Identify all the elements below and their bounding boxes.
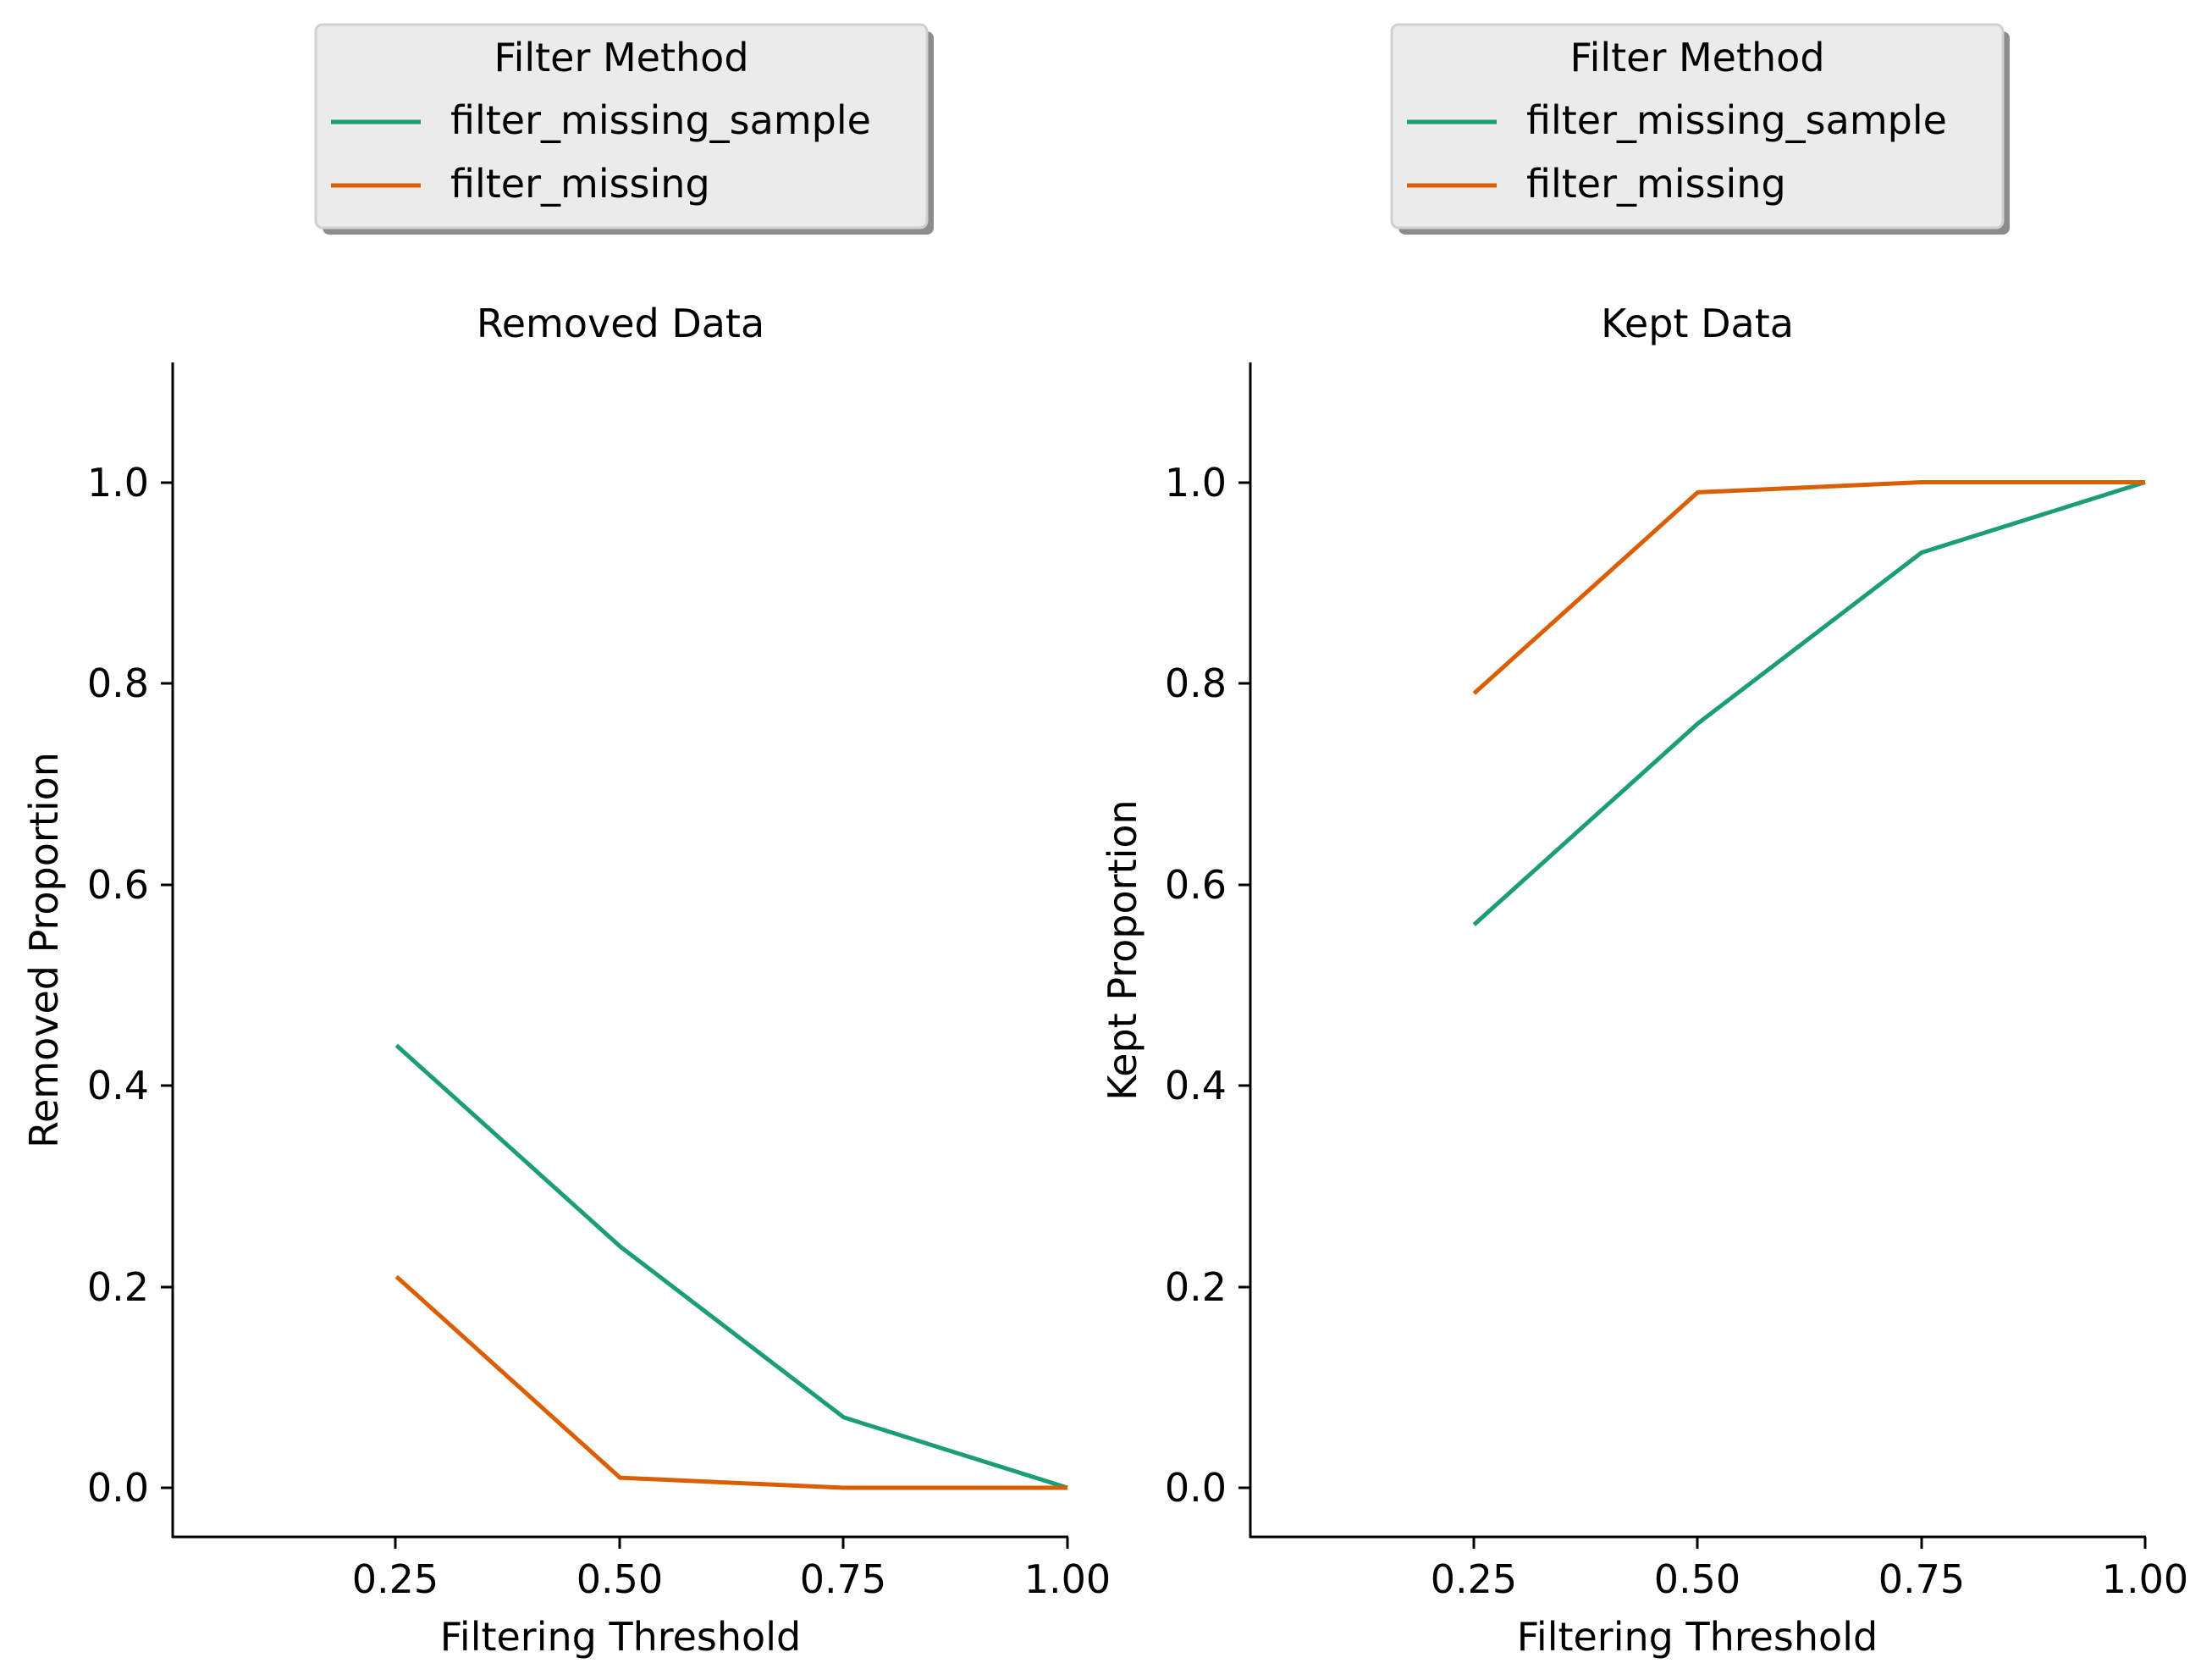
legend-label-filter-missing: filter_missing [450,161,710,207]
y-tick-1.0: 1.0 [1165,460,1250,506]
x-tick-label: 0.25 [1431,1556,1517,1602]
y-tick-label: 0.6 [87,862,149,908]
series-line-filter-missing [394,1274,1067,1490]
chart-title: Removed Data [477,301,764,346]
y-tick-0.6: 0.6 [1165,862,1250,908]
y-tick-0.2: 0.2 [87,1264,173,1310]
panel-removed-data: Filter Method filter_missing_sample filt… [21,23,1111,1660]
panel-kept-data: Filter Method filter_missing_sample filt… [1100,23,2188,1660]
x-tick-label: 1.00 [2102,1556,2188,1602]
y-tick-0.6: 0.6 [87,862,173,908]
series-line-filter-missing-sample [394,1043,1068,1490]
series-line-filter-missing [1472,480,2145,695]
x-tick-1.00: 1.00 [2102,1537,2188,1602]
x-tick-0.50: 0.50 [576,1537,663,1602]
y-tick-0.0: 0.0 [1165,1465,1250,1511]
legend: Filter Method filter_missing_sample filt… [314,23,934,235]
series-line-filter-missing-sample [1472,480,2146,926]
legend-title: Filter Method [1569,35,1824,80]
y-tick-label: 1.0 [1165,460,1227,506]
legend-box [314,23,929,229]
y-tick-0.8: 0.8 [1165,660,1250,706]
x-tick-label: 0.50 [1654,1556,1740,1602]
x-axis-label: Filtering Threshold [440,1614,801,1660]
x-tick-label: 0.75 [800,1556,886,1602]
y-tick-0.8: 0.8 [87,660,173,706]
y-axis-label: Removed Proportion [21,752,67,1148]
y-tick-0.4: 0.4 [87,1063,173,1108]
x-tick-label: 0.50 [576,1556,663,1602]
y-tick-label: 0.8 [1165,660,1227,706]
y-tick-label: 0.4 [1165,1063,1227,1108]
y-tick-label: 0.0 [1165,1465,1227,1511]
y-tick-label: 0.6 [1165,862,1227,908]
x-tick-0.50: 0.50 [1654,1537,1740,1602]
legend: Filter Method filter_missing_sample filt… [1390,23,2010,235]
y-tick-label: 0.8 [87,660,149,706]
y-tick-0.4: 0.4 [1165,1063,1250,1108]
series-layer [394,1043,1068,1490]
x-tick-label: 1.00 [1024,1556,1111,1602]
x-tick-0.25: 0.25 [352,1537,439,1602]
x-tick-0.75: 0.75 [800,1537,886,1602]
legend-label-filter-missing-sample: filter_missing_sample [1526,97,1947,143]
legend-title: Filter Method [494,35,748,80]
y-axis-label: Kept Proportion [1100,799,1145,1100]
y-tick-label: 1.0 [87,460,149,506]
series-layer [1472,480,2146,926]
y-tick-1.0: 1.0 [87,460,173,506]
y-tick-label: 0.2 [1165,1264,1227,1310]
y-tick-label: 0.4 [87,1063,149,1108]
y-tick-label: 0.0 [87,1465,149,1511]
x-tick-0.25: 0.25 [1431,1537,1517,1602]
legend-label-filter-missing: filter_missing [1526,161,1786,207]
x-tick-0.75: 0.75 [1878,1537,1965,1602]
legend-label-filter-missing-sample: filter_missing_sample [450,97,871,143]
x-tick-label: 0.75 [1878,1556,1965,1602]
y-tick-0.2: 0.2 [1165,1264,1250,1310]
y-tick-label: 0.2 [87,1264,149,1310]
legend-box [1390,23,2005,229]
chart-title: Kept Data [1601,301,1794,346]
y-tick-0.0: 0.0 [87,1465,173,1511]
x-tick-1.00: 1.00 [1024,1537,1111,1602]
x-axis-label: Filtering Threshold [1517,1614,1878,1660]
x-tick-label: 0.25 [352,1556,439,1602]
